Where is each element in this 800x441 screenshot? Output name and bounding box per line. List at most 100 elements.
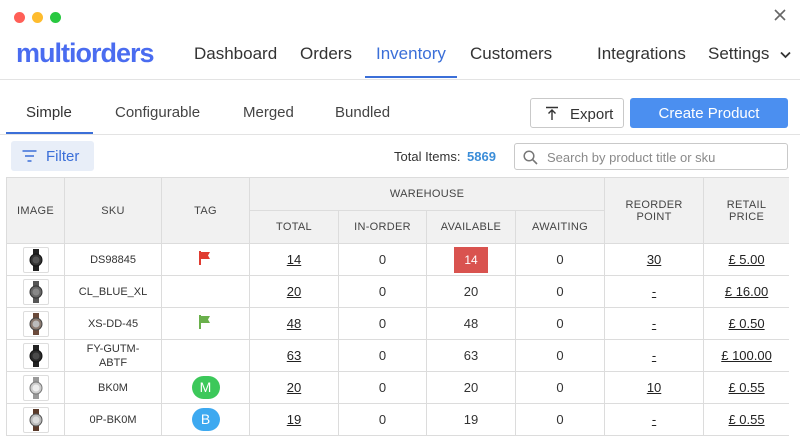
product-image-cell [6,275,65,308]
in-order-cell: 0 [338,371,427,404]
tag-badge-b[interactable]: B [191,408,220,431]
reorder-cell[interactable]: - [604,339,705,372]
window-close-dot[interactable] [14,12,25,23]
red-flag-icon [198,251,210,265]
total-cell[interactable]: 20 [249,371,339,404]
watch-icon [29,248,42,271]
nav-item-dashboard[interactable]: Dashboard [194,44,278,63]
product-image[interactable] [22,310,49,337]
filter-icon [22,150,37,162]
product-image[interactable] [22,246,49,273]
product-image[interactable] [22,406,49,433]
nav-item-settings[interactable]: Settings [708,44,791,78]
reorder-link[interactable]: - [651,316,657,331]
product-image-cell [6,371,65,404]
nav-item-inventory[interactable]: Inventory [365,44,457,78]
price-link[interactable]: £ 0.55 [728,380,765,395]
sku-line: ABTF [98,356,128,369]
price-cell[interactable]: £ 0.50 [703,307,789,340]
table-row[interactable]: BK0M M 20 0 20 0 10 £ 0.55 [6,371,789,404]
total-cell[interactable]: 20 [249,275,339,308]
total-cell[interactable]: 14 [249,243,339,276]
price-cell[interactable]: £ 0.55 [703,403,789,436]
product-image-cell [6,339,65,372]
product-image[interactable] [22,374,49,401]
window-minimize-dot[interactable] [32,12,43,23]
reorder-link[interactable]: 30 [646,252,662,267]
tab-bundled[interactable]: Bundled [335,104,391,121]
total-link[interactable]: 63 [286,348,302,363]
create-product-button[interactable]: Create Product [630,98,788,128]
price-cell[interactable]: £ 100.00 [703,339,789,372]
tab-configurable[interactable]: Configurable [115,104,201,121]
tag-badge-m[interactable]: M [191,376,220,399]
total-link[interactable]: 14 [286,252,302,267]
nav-item-integrations[interactable]: Integrations [597,44,686,63]
close-icon[interactable] [772,7,788,23]
column-header-in-order: IN-ORDER [338,210,427,244]
tag-cell [161,339,250,372]
nav-item-customers[interactable]: Customers [470,44,553,63]
product-image[interactable] [22,278,49,305]
window-maximize-dot[interactable] [50,12,61,23]
price-link[interactable]: £ 5.00 [728,252,765,267]
reorder-link[interactable]: - [651,348,657,363]
price-cell[interactable]: £ 5.00 [703,243,789,276]
awaiting-cell: 0 [514,307,606,340]
reorder-link[interactable]: 10 [646,380,662,395]
total-cell[interactable]: 63 [249,339,339,372]
column-header-tag: TAG [161,177,250,244]
price-cell[interactable]: £ 16.00 [703,275,789,308]
table-row[interactable]: XS-DD-45 48 0 48 0 - £ 0.50 [6,307,789,340]
reorder-cell[interactable]: - [604,403,705,436]
table-row[interactable]: CL_BLUE_XL 20 0 20 0 - £ 16.00 [6,275,789,308]
price-link[interactable]: £ 0.50 [728,316,765,331]
total-cell[interactable]: 48 [249,307,339,340]
available-cell: 19 [426,403,516,436]
watch-icon [29,312,42,335]
reorder-header-line2: POINT [636,210,672,223]
total-link[interactable]: 20 [286,380,302,395]
reorder-cell[interactable]: 10 [604,371,705,404]
reorder-cell[interactable]: - [604,307,705,340]
awaiting-cell: 0 [514,243,606,276]
tab-simple[interactable]: Simple [26,104,72,121]
table-row[interactable]: FY-GUTM- ABTF 63 0 63 0 - £ 100.00 [6,339,789,372]
retail-header-line2: PRICE [728,210,765,223]
reorder-header-line1: REORDER [625,198,683,211]
total-cell[interactable]: 19 [249,403,339,436]
price-link[interactable]: £ 100.00 [721,348,772,363]
search-input[interactable] [547,148,783,166]
total-link[interactable]: 19 [286,412,302,427]
column-header-awaiting: AWAITING [514,210,606,244]
export-button[interactable]: Export [530,98,624,128]
search-icon [523,150,538,165]
logo: multiorders [16,38,155,68]
price-link[interactable]: £ 16.00 [724,284,769,299]
awaiting-cell: 0 [514,371,606,404]
total-link[interactable]: 48 [286,316,302,331]
in-order-cell: 0 [338,307,427,340]
title-bar [0,0,800,34]
product-image[interactable] [22,342,49,369]
filter-button[interactable]: Filter [11,141,94,171]
table-row[interactable]: DS98845 14 0 14 0 30 £ 5.00 [6,243,789,276]
reorder-cell[interactable]: - [604,275,705,308]
price-cell[interactable]: £ 0.55 [703,371,789,404]
sku-cell: 0P-BK0M [64,403,162,436]
reorder-link[interactable]: - [651,412,657,427]
active-tab-indicator [6,132,93,134]
product-image-cell [6,307,65,340]
nav-item-orders[interactable]: Orders [300,44,352,63]
watch-icon [29,280,42,303]
main-nav: multiorders Dashboard Orders Inventory C… [0,34,800,80]
column-header-sku: SKU [64,177,162,244]
sku-cell: FY-GUTM- ABTF [64,339,162,372]
reorder-cell[interactable]: 30 [604,243,705,276]
tab-merged[interactable]: Merged [243,104,294,121]
table-row[interactable]: 0P-BK0M B 19 0 19 0 - £ 0.55 [6,403,789,436]
reorder-link[interactable]: - [651,284,657,299]
in-order-cell: 0 [338,339,427,372]
price-link[interactable]: £ 0.55 [728,412,765,427]
total-link[interactable]: 20 [286,284,302,299]
